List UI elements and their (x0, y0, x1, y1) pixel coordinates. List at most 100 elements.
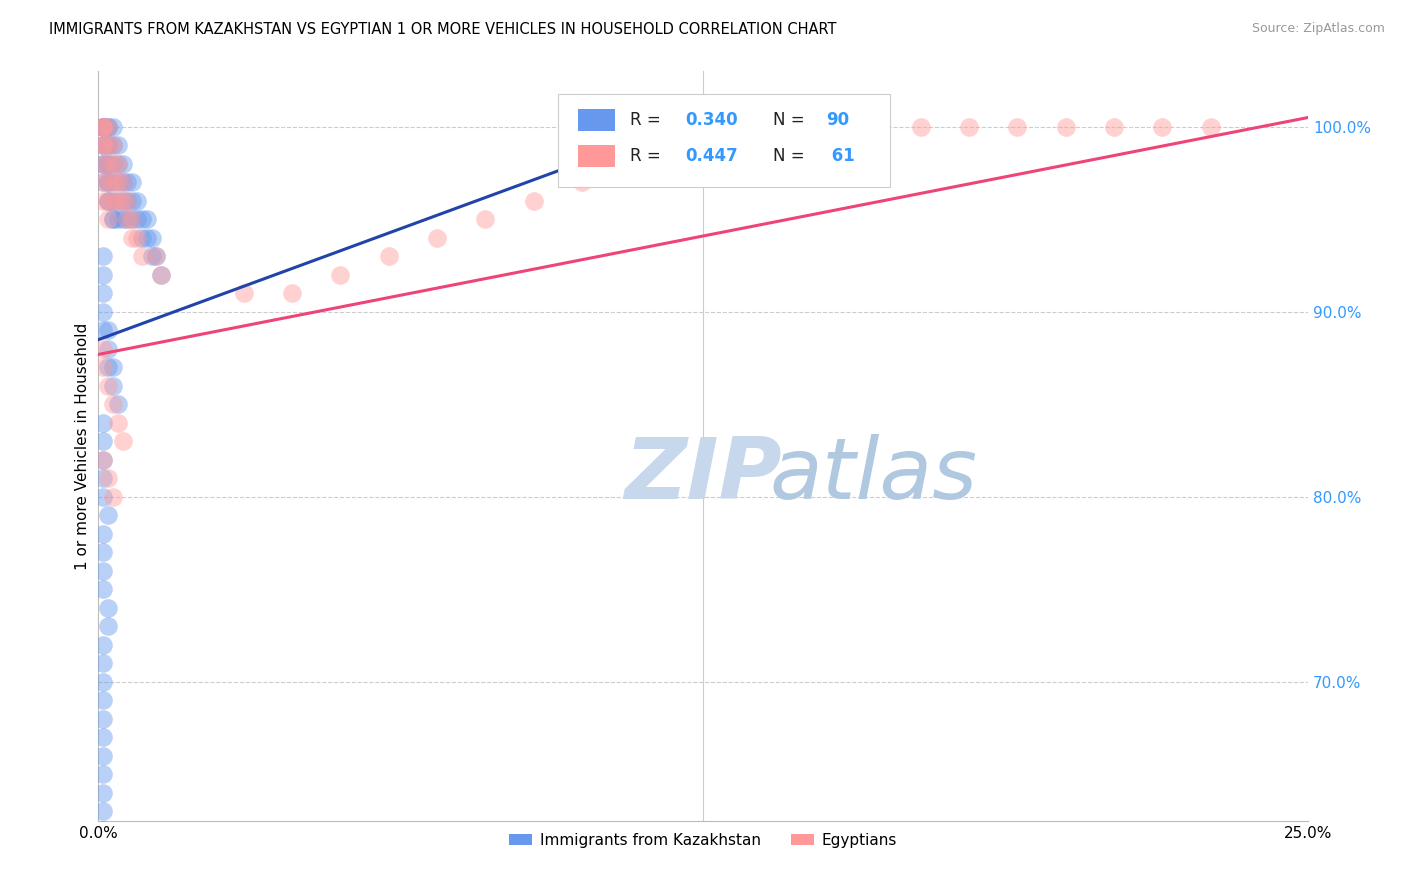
Point (107, 194, 129, 208)
Point (111, 157, 134, 171)
Point (813, 120, 835, 134)
Point (97, 157, 120, 171)
Point (91, 120, 114, 134)
Point (91, 268, 114, 282)
Point (97, 212, 120, 227)
Point (377, 249, 399, 263)
Text: Source: ZipAtlas.com: Source: ZipAtlas.com (1251, 22, 1385, 36)
Point (91, 157, 114, 171)
Point (101, 194, 124, 208)
Point (111, 175, 134, 189)
Point (107, 212, 129, 227)
Point (117, 175, 139, 189)
Point (97, 175, 120, 189)
Text: 0.447: 0.447 (685, 147, 738, 165)
Point (117, 194, 139, 208)
Point (131, 231, 153, 245)
Point (619, 157, 641, 171)
Bar (578, 145, 614, 168)
Point (91, 582, 114, 597)
Text: atlas: atlas (769, 434, 977, 517)
Point (91, 693, 114, 707)
FancyBboxPatch shape (558, 94, 890, 187)
Point (107, 138, 129, 153)
Text: 61: 61 (827, 147, 855, 165)
Point (91, 342, 114, 356)
Text: N =: N = (773, 147, 810, 165)
Point (91, 286, 114, 301)
Point (101, 138, 124, 153)
Point (97, 471, 120, 485)
Point (111, 175, 134, 189)
Point (668, 138, 690, 153)
Point (101, 397, 124, 411)
Point (426, 231, 449, 245)
Point (127, 194, 149, 208)
Point (107, 157, 129, 171)
Point (97, 342, 120, 356)
Point (91, 416, 114, 430)
Point (111, 194, 134, 208)
Point (91, 453, 114, 467)
Point (121, 212, 143, 227)
Point (150, 268, 173, 282)
Text: 90: 90 (827, 112, 849, 129)
Point (97, 157, 120, 171)
Point (474, 212, 496, 227)
Point (1199, 120, 1222, 134)
Point (97, 619, 120, 633)
Point (101, 120, 124, 134)
Point (571, 175, 593, 189)
Point (101, 212, 124, 227)
Point (121, 175, 143, 189)
Point (117, 194, 139, 208)
Point (91, 120, 114, 134)
Point (117, 212, 139, 227)
Point (97, 508, 120, 523)
Point (281, 286, 304, 301)
Point (91, 712, 114, 726)
Point (97, 194, 120, 208)
Point (107, 157, 129, 171)
Point (145, 249, 167, 263)
Point (1152, 120, 1174, 134)
Point (91, 471, 114, 485)
Point (91, 120, 114, 134)
Point (1102, 120, 1125, 134)
Point (101, 157, 124, 171)
Point (107, 175, 129, 189)
Text: N =: N = (773, 112, 810, 129)
Point (97, 175, 120, 189)
Point (91, 138, 114, 153)
Point (97, 194, 120, 208)
Point (91, 120, 114, 134)
Point (121, 212, 143, 227)
Point (91, 138, 114, 153)
Point (91, 120, 114, 134)
Point (716, 120, 738, 134)
Point (97, 120, 120, 134)
Point (145, 249, 167, 263)
Legend: Immigrants from Kazakhstan, Egyptians: Immigrants from Kazakhstan, Egyptians (503, 827, 903, 855)
Text: IMMIGRANTS FROM KAZAKHSTAN VS EGYPTIAN 1 OR MORE VEHICLES IN HOUSEHOLD CORRELATI: IMMIGRANTS FROM KAZAKHSTAN VS EGYPTIAN 1… (49, 22, 837, 37)
Point (107, 194, 129, 208)
Point (91, 138, 114, 153)
Point (91, 805, 114, 819)
Text: R =: R = (630, 147, 666, 165)
Point (97, 379, 120, 393)
Point (523, 194, 546, 208)
Text: 0.340: 0.340 (685, 112, 738, 129)
Point (107, 397, 129, 411)
Point (135, 212, 157, 227)
Text: R =: R = (630, 112, 666, 129)
Point (111, 434, 134, 449)
Point (860, 120, 883, 134)
Point (97, 120, 120, 134)
Point (91, 323, 114, 337)
Point (91, 360, 114, 375)
Point (131, 249, 153, 263)
Text: ZIP: ZIP (624, 434, 782, 517)
Point (91, 120, 114, 134)
Point (101, 212, 124, 227)
Point (91, 175, 114, 189)
